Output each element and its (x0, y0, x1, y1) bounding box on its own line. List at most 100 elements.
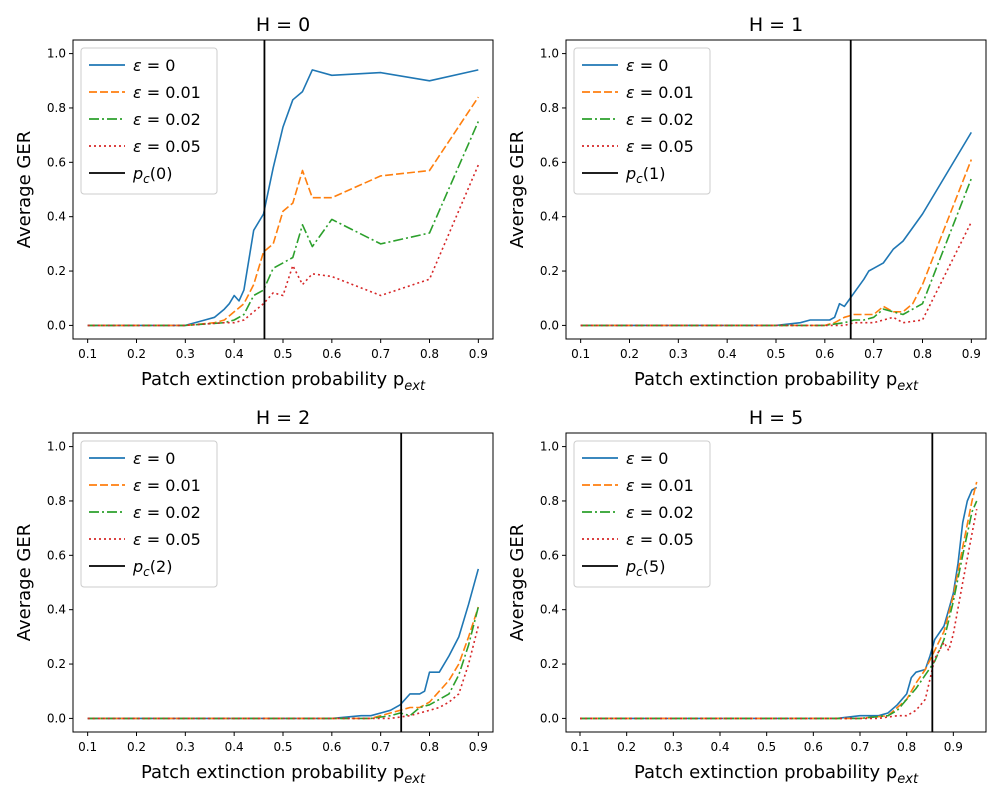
legend-symbol: p (625, 164, 636, 183)
legend-symbol: ε (626, 110, 635, 129)
legend-entry: ε = 0 (626, 56, 668, 75)
x-tick-label: 0.7 (850, 740, 869, 754)
panel-title: H = 0 (256, 14, 310, 36)
x-tick-label: 0.2 (127, 740, 146, 754)
legend-entry: ε = 0.05 (626, 530, 694, 549)
x-tick-label: 0.9 (469, 740, 488, 754)
legend-subscript: c (143, 172, 150, 186)
y-axis-label: Average GER (507, 524, 528, 641)
legend-entry: pc(1) (625, 164, 665, 186)
x-tick-label: 0.5 (273, 740, 292, 754)
legend-symbol: ε (133, 110, 142, 129)
legend-text: (0) (150, 164, 173, 183)
x-tick-label: 0.1 (571, 347, 590, 361)
legend-symbol: p (132, 557, 143, 576)
series-line-eps0 (580, 486, 978, 720)
x-tick-label: 0.6 (322, 740, 341, 754)
y-tick-label: 0.0 (47, 318, 66, 332)
legend-text: = 0.05 (635, 530, 694, 549)
x-axis-label: Patch extinction probability pext (634, 369, 919, 394)
x-tick-label: 0.8 (913, 347, 932, 361)
x-tick-label: 0.2 (617, 740, 636, 754)
x-tick-label: 0.6 (322, 347, 341, 361)
series-line-eps005 (87, 164, 480, 327)
legend-text: (2) (150, 557, 173, 576)
y-tick-label: 0.4 (47, 210, 66, 224)
x-tick-label: 0.4 (225, 347, 244, 361)
legend-text: (5) (643, 557, 666, 576)
legend-entry: ε = 0.02 (626, 110, 694, 129)
legend-box (573, 440, 711, 588)
y-tick-label: 0.0 (540, 318, 559, 332)
x-axis-label-sub: ext (404, 379, 426, 394)
x-tick-label: 0.4 (718, 347, 737, 361)
panel-title: H = 2 (256, 407, 310, 429)
y-tick-label: 0.8 (47, 494, 66, 508)
legend-text: = 0.01 (142, 83, 201, 102)
x-tick-label: 0.1 (78, 347, 97, 361)
series-line-eps001 (87, 96, 479, 327)
x-tick-label: 0.4 (710, 740, 729, 754)
y-tick-label: 0.6 (540, 548, 559, 562)
x-axis-label-main: Patch extinction probability p (141, 762, 404, 783)
series-line-eps005 (580, 508, 978, 720)
x-tick-label: 0.6 (815, 347, 834, 361)
y-axis-label: Average GER (507, 131, 528, 248)
y-tick-label: 0.6 (47, 548, 66, 562)
legend-text: = 0.05 (635, 137, 694, 156)
x-axis-label-main: Patch extinction probability p (634, 369, 897, 390)
y-tick-label: 0.2 (47, 264, 66, 278)
x-tick-label: 0.9 (962, 347, 981, 361)
legend-symbol: ε (133, 56, 142, 75)
legend-text: = 0 (635, 449, 669, 468)
y-tick-label: 0.8 (47, 101, 66, 115)
y-tick-label: 1.0 (540, 440, 559, 454)
series-line-eps0 (87, 69, 479, 327)
legend-subscript: c (636, 172, 643, 186)
series-line-eps0 (87, 568, 480, 720)
x-axis-label: Patch extinction probability pext (141, 369, 426, 394)
x-axis-label-sub: ext (404, 772, 426, 787)
y-tick-label: 0.6 (540, 155, 559, 169)
legend-box (80, 440, 218, 588)
y-axis-label: Average GER (14, 131, 35, 248)
legend-entry: ε = 0.01 (626, 83, 694, 102)
x-tick-label: 0.3 (176, 347, 195, 361)
y-axis-label: Average GER (14, 524, 35, 641)
legend-text: (1) (643, 164, 666, 183)
legend-entry: ε = 0.02 (133, 503, 201, 522)
legend-entry: ε = 0.01 (133, 83, 201, 102)
chart-panel-0: 0.1 0.2 0.3 0.4 0.5 0.6 0.7 0.8 0.9 0.0 0.2 0.4 0.6 0… (14, 14, 494, 394)
legend-entry: ε = 0.05 (133, 137, 201, 156)
y-tick-label: 0.4 (540, 210, 559, 224)
legend-symbol: ε (626, 530, 635, 549)
x-tick-label: 0.2 (127, 347, 146, 361)
legend-text: = 0.01 (142, 476, 201, 495)
y-tick-label: 0.4 (540, 603, 559, 617)
legend-symbol: ε (626, 83, 635, 102)
x-tick-label: 0.3 (669, 347, 688, 361)
legend-text: = 0.01 (635, 83, 694, 102)
legend-subscript: c (636, 565, 643, 579)
y-tick-label: 1.0 (47, 47, 66, 61)
series-line-eps001 (580, 159, 973, 327)
y-tick-label: 0.6 (47, 155, 66, 169)
legend-symbol: ε (626, 56, 635, 75)
chart-panel-2: 0.1 0.2 0.3 0.4 0.5 0.6 0.7 0.8 0.9 0.0 0.2 0.4 0.6 0… (14, 407, 494, 787)
x-axis-label-main: Patch extinction probability p (141, 369, 404, 390)
legend-symbol: p (132, 164, 143, 183)
x-tick-label: 0.7 (864, 347, 883, 361)
legend-symbol: ε (133, 476, 142, 495)
y-tick-label: 0.2 (540, 657, 559, 671)
legend-entry: ε = 0.02 (626, 503, 694, 522)
y-tick-label: 0.0 (540, 711, 559, 725)
x-axis-label: Patch extinction probability pext (634, 762, 919, 787)
legend-entry: pc(5) (625, 557, 665, 579)
x-tick-label: 0.5 (757, 740, 776, 754)
y-tick-label: 1.0 (540, 47, 559, 61)
series-line-eps002 (580, 178, 973, 327)
legend-entry: ε = 0.01 (626, 476, 694, 495)
x-tick-label: 0.8 (897, 740, 916, 754)
legend-entry: ε = 0.01 (133, 476, 201, 495)
